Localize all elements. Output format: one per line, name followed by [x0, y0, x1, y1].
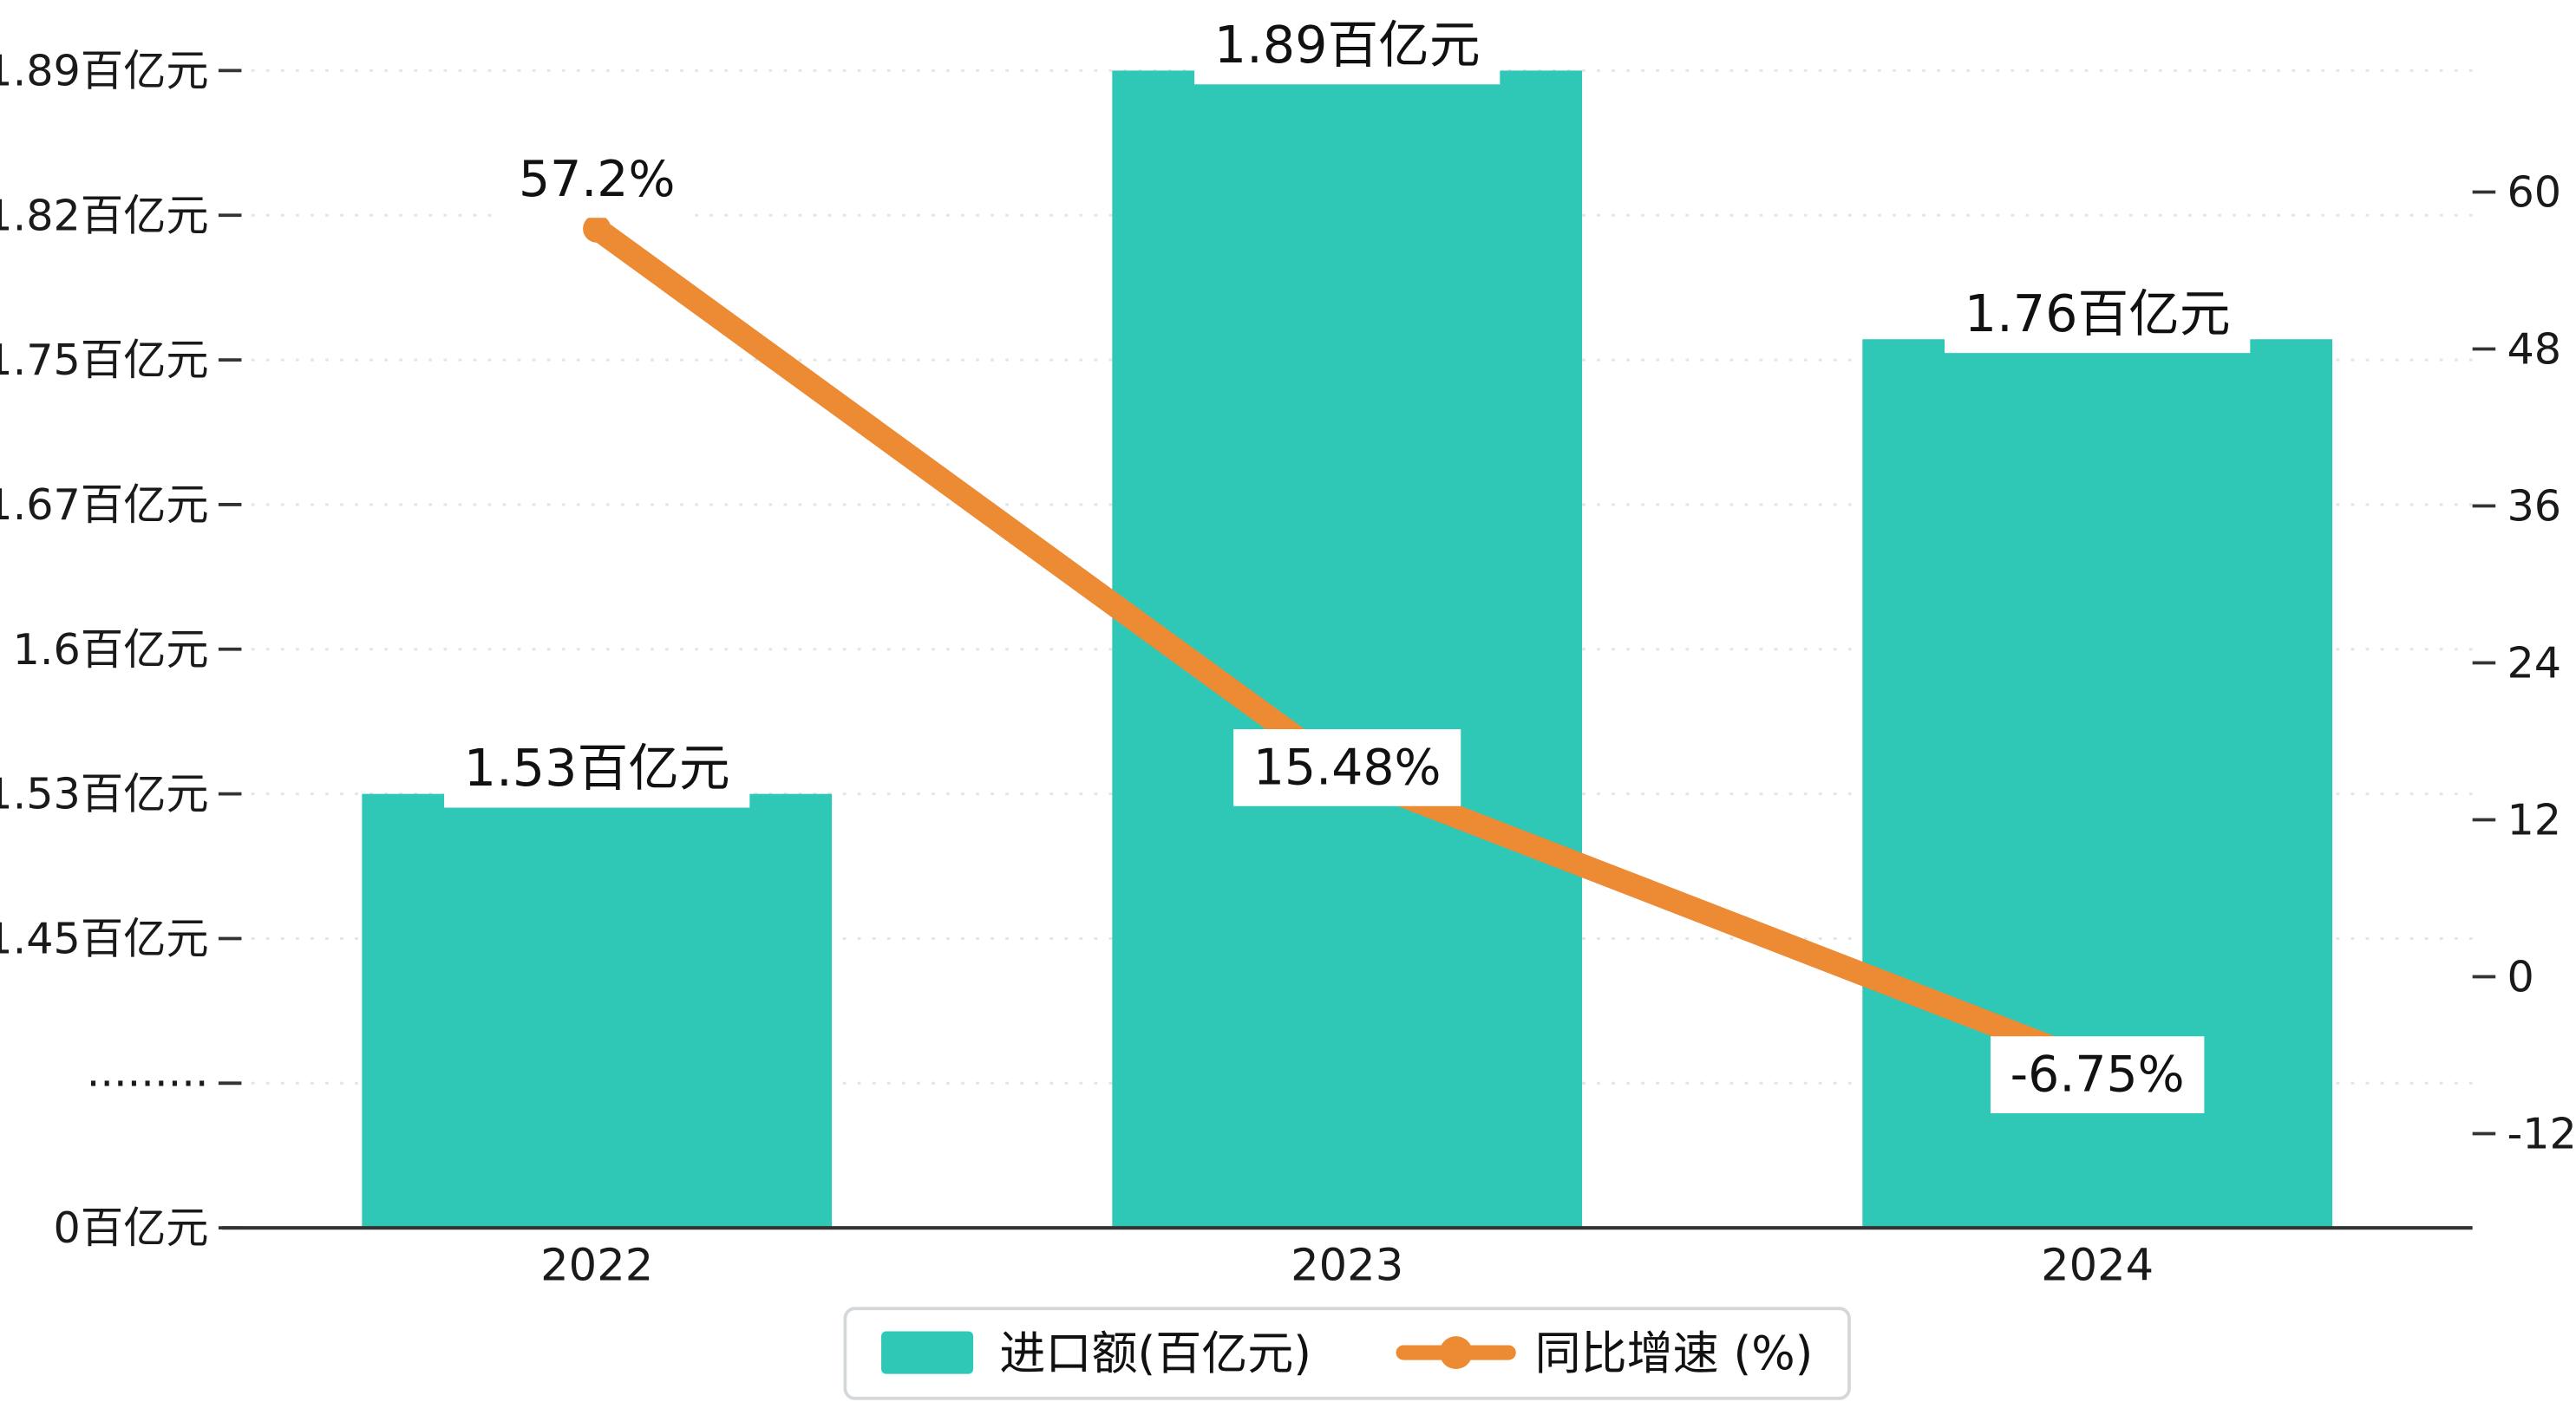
legend-label-growth: 同比增速 (%): [1535, 1327, 1814, 1380]
right-axis-label: 60: [2507, 167, 2561, 218]
legend-border: [843, 1307, 1851, 1400]
data-labels: 1.53百亿元 1.89百亿元 1.76百亿元 57.2% 15.48% -6.75%: [444, 5, 2251, 1113]
left-axis-label: 1.6百亿元: [13, 624, 209, 675]
line-label-2024-bg: [1990, 1036, 2205, 1113]
legend: 进口额(百亿元) 同比增速 (%): [843, 1307, 1851, 1400]
left-axis-label: 1.67百亿元: [0, 479, 209, 530]
right-axis-label: 0: [2507, 952, 2534, 1002]
line-label-2023-bg: [1233, 729, 1461, 806]
right-axis-label: 24: [2507, 638, 2561, 688]
bar-label-2024-bg: [1945, 274, 2251, 354]
x-axis-label-2024: 2024: [2041, 1241, 2154, 1292]
axes: 1.89百亿元 1.82百亿元 1.75百亿元 1.67百亿元 1.6百亿元 1.53百亿…: [0, 45, 2576, 1291]
right-axis-label: -12: [2507, 1109, 2576, 1159]
legend-item-growth[interactable]: 同比增速 (%): [1396, 1327, 1814, 1380]
line-label-2024-group: -6.75%: [1990, 1036, 2205, 1113]
bar-label-2024-group: 1.76百亿元: [1945, 274, 2251, 354]
bar-label-2024: 1.76百亿元: [1965, 284, 2231, 343]
left-axis-label: 1.82百亿元: [0, 190, 209, 240]
x-axis-label-2022: 2022: [540, 1241, 653, 1292]
left-axis-label: 1.75百亿元: [0, 335, 209, 385]
right-axis-label: 12: [2507, 795, 2561, 845]
line-label-2022-bg: [499, 140, 696, 218]
bar-label-2022-group: 1.53百亿元: [444, 728, 750, 808]
left-axis-label: 1.53百亿元: [0, 769, 209, 819]
legend-label-imports: 进口额(百亿元): [999, 1327, 1311, 1380]
legend-swatch-line-dot: [1439, 1336, 1473, 1369]
left-axis-label: 1.45百亿元: [0, 914, 209, 964]
line-label-2022-group: 57.2%: [499, 140, 696, 218]
bar-label-2023: 1.89百亿元: [1214, 16, 1481, 75]
bar-label-2023-group: 1.89百亿元: [1194, 5, 1500, 85]
bar-2022[interactable]: [362, 793, 833, 1229]
bar-label-2022: 1.53百亿元: [464, 739, 730, 798]
line-label-2023: 15.48%: [1253, 739, 1442, 796]
line-point-2022[interactable]: [583, 214, 611, 243]
line-label-2022: 57.2%: [519, 151, 675, 208]
left-axis-label: 1.89百亿元: [0, 45, 209, 95]
line-label-2023-group: 15.48%: [1233, 729, 1461, 806]
x-axis-label-2023: 2023: [1291, 1241, 1403, 1292]
left-axis-label: 0百亿元: [54, 1203, 209, 1253]
bar-label-2022-bg: [444, 728, 750, 808]
right-axis-label: 36: [2507, 481, 2561, 531]
legend-item-imports[interactable]: 进口额(百亿元): [881, 1327, 1311, 1380]
line-label-2024: -6.75%: [2010, 1047, 2185, 1104]
left-axis-label: ·········: [87, 1058, 209, 1108]
bar-label-2023-bg: [1194, 5, 1500, 85]
legend-swatch-bar: [881, 1331, 974, 1374]
right-axis-label: 48: [2507, 324, 2561, 375]
